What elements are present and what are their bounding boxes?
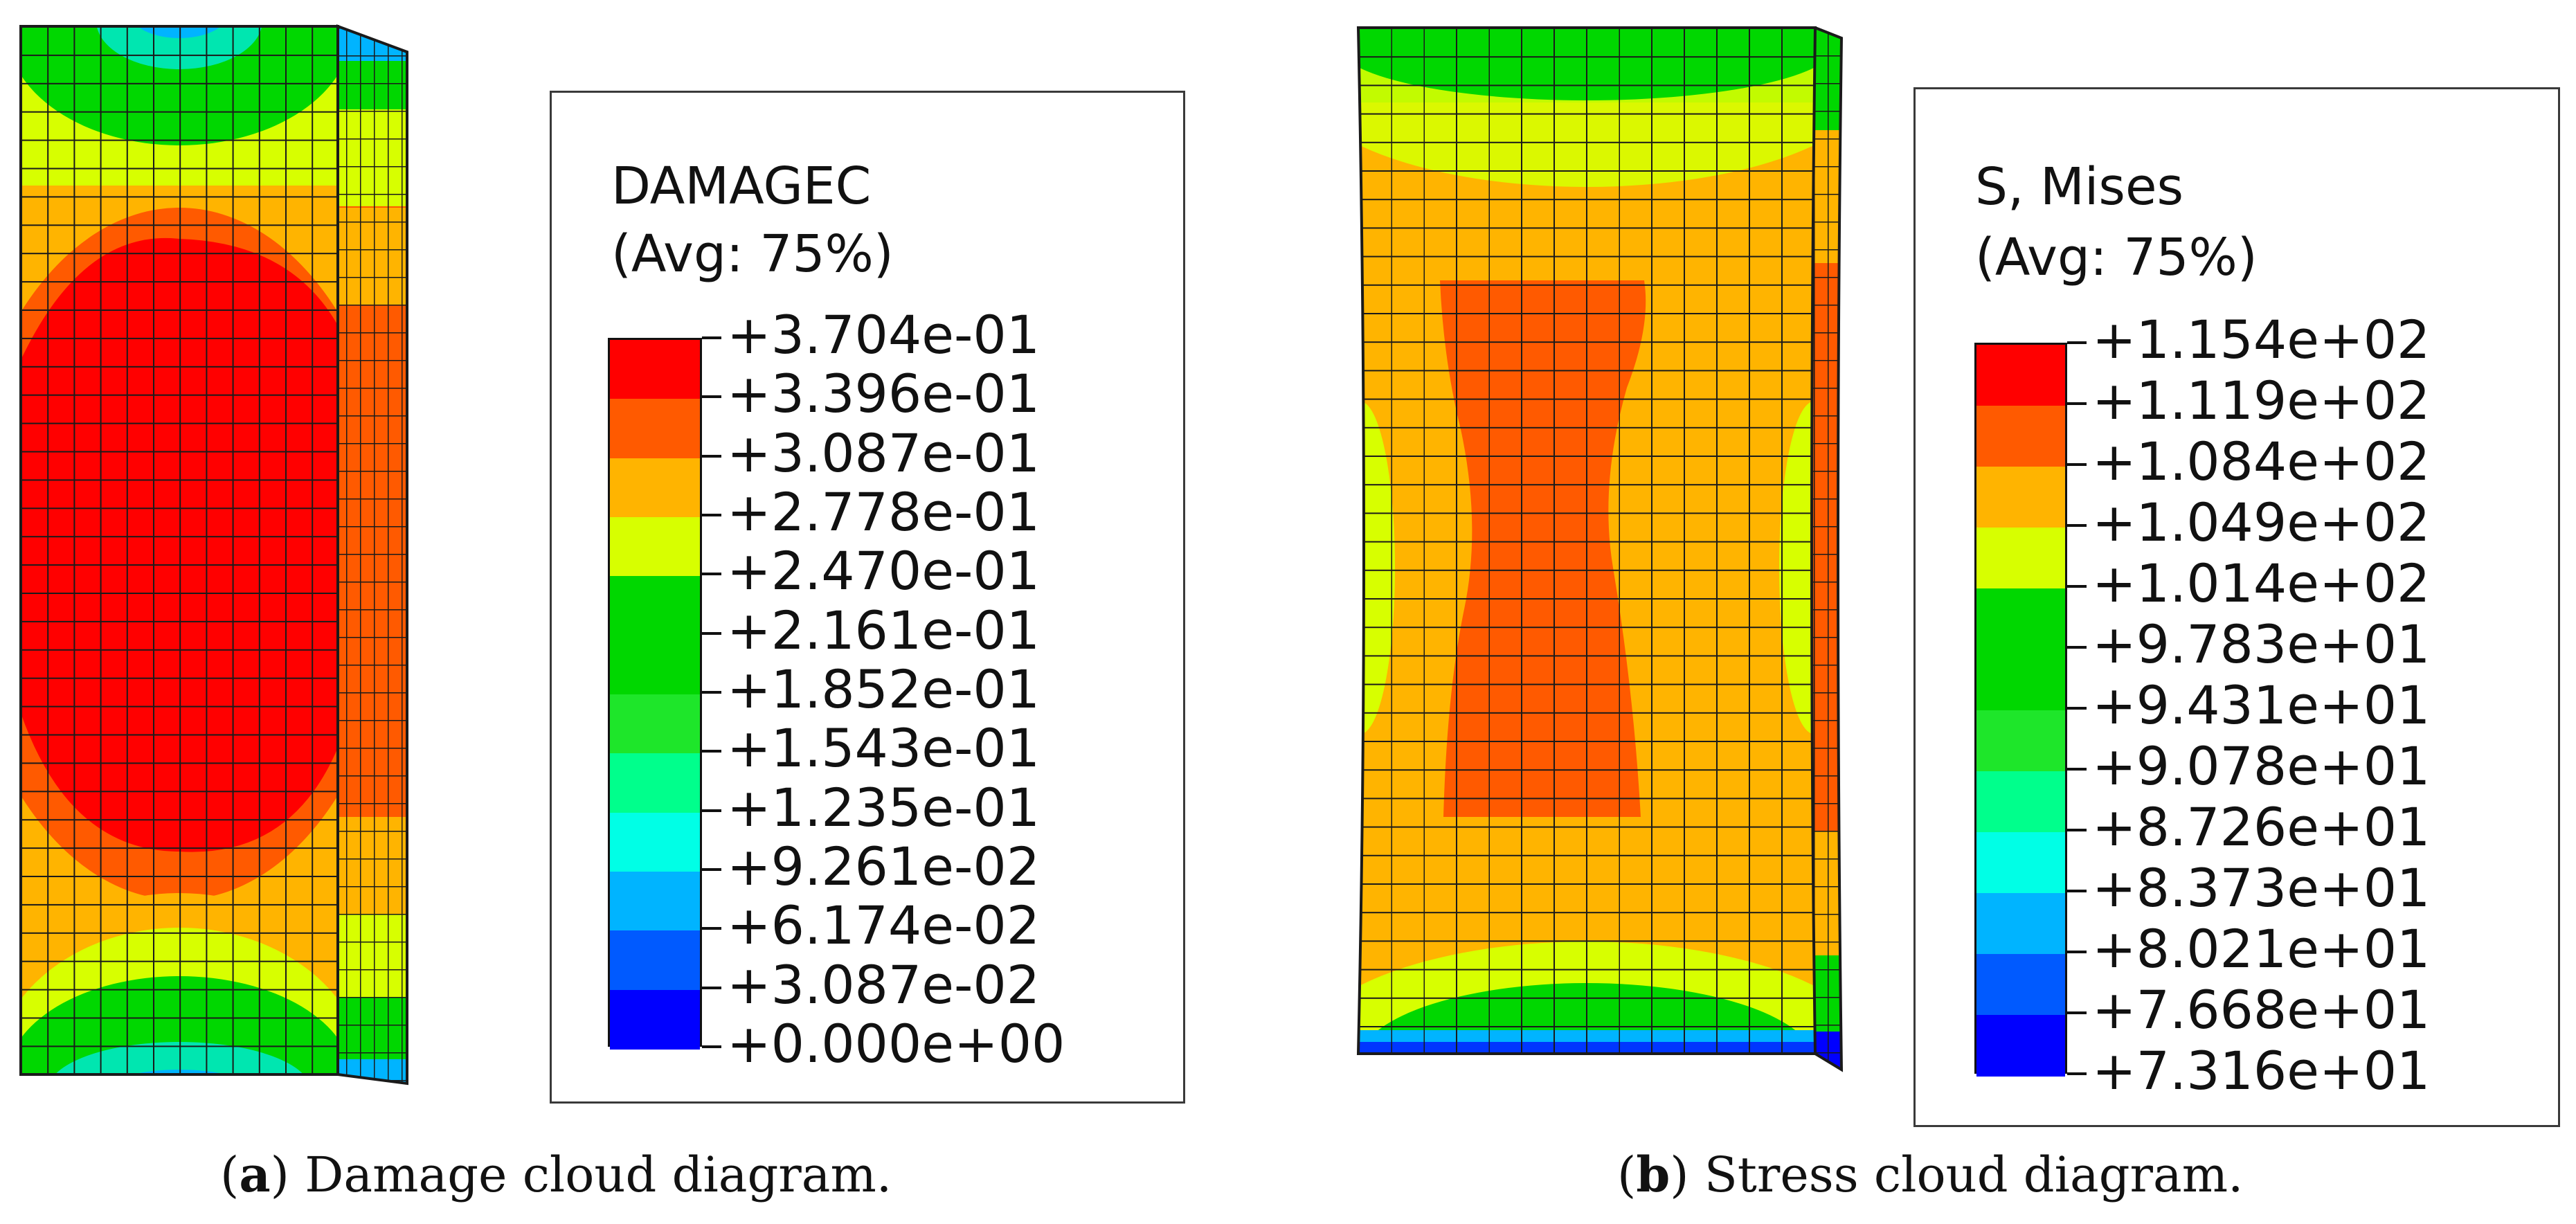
stress-column-side [1812,28,1841,1070]
caption-a-letter: a [239,1146,271,1203]
damage-legend-value: +1.235e-01 [727,776,1041,838]
damage-legend-tick [702,691,721,694]
caption-b: (b) Stress cloud diagram. [1617,1146,2244,1203]
damage-legend-value: +0.000e+00 [727,1013,1065,1074]
stress-legend-tick [2067,341,2087,344]
damage-legend-band [610,517,700,577]
caption-b-text: Stress cloud diagram. [1688,1146,2244,1203]
damage-legend-tick [702,986,721,989]
damage-legend-band [610,812,700,872]
stress-legend-band [1976,467,2065,528]
stress-legend-band [1976,528,2065,589]
damage-legend-tick [702,395,721,399]
stress-legend-band [1976,588,2065,650]
stress-legend-tick [2067,402,2087,405]
damage-legend-tick [702,336,721,339]
damage-legend-value: +3.396e-01 [727,363,1041,425]
stress-legend-value: +1.154e+02 [2092,309,2431,370]
damage-legend-value: +6.174e-02 [727,894,1041,957]
caption-a: (a) Damage cloud diagram. [220,1146,892,1203]
stress-legend: S, Mises (Avg: 75%) +1.154e+02 +1.119e+02… [1913,87,2560,1127]
stress-legend-tick [2067,646,2087,649]
stress-legend-band [1976,832,2065,894]
damage-legend-tick [702,454,721,458]
damage-legend-value: +3.704e-01 [727,304,1041,366]
damage-legend-tick [702,868,721,871]
stress-legend-value: +1.049e+02 [2092,492,2431,553]
damage-legend-tick [702,927,721,930]
stress-legend-tick [2067,829,2087,831]
damage-legend-band [610,399,700,459]
damage-legend-band [610,872,700,932]
stress-legend-band [1976,771,2065,833]
stress-legend-tick [2067,524,2087,527]
stress-legend-tick [2067,890,2087,892]
stress-legend-value: +1.014e+02 [2092,552,2431,614]
damage-legend-subtitle: (Avg: 75%) [611,224,894,284]
damage-legend-band [610,694,700,755]
damage-legend-value: +2.161e-01 [727,599,1041,661]
damage-legend-tick [702,514,721,516]
damage-legend-band [610,635,700,695]
damage-column-front [21,26,338,1074]
stress-legend-band [1976,345,2065,406]
damage-legend-tick [702,809,721,812]
damage-column-side [338,26,407,1083]
damage-legend-tick [702,573,721,576]
stress-legend-value: +8.021e+01 [2092,918,2431,980]
damage-column [19,24,408,1086]
damage-legend-value: +1.543e-01 [727,717,1041,780]
stress-legend-band [1976,1015,2065,1077]
stress-legend-tick [2067,951,2087,953]
damage-legend-value: +9.261e-02 [727,836,1041,897]
stress-legend-tick [2067,463,2087,466]
caption-b-letter: b [1636,1146,1670,1203]
damage-legend-band [610,753,700,813]
damage-legend-band [610,458,700,518]
damage-legend-band [610,989,700,1050]
damage-legend-band [610,340,700,400]
damage-legend-tick [702,631,721,635]
stress-legend-band [1976,649,2065,711]
stress-column [1356,26,1844,1072]
stress-legend-tick [2067,707,2087,710]
stress-legend-band [1976,954,2065,1016]
stress-legend-value: +7.316e+01 [2092,1040,2431,1101]
stress-legend-band [1976,406,2065,467]
damage-legend-band [610,576,700,636]
damage-legend: DAMAGEC (Avg: 75%) +3.704e-01 +3.396e-01 +… [550,91,1185,1104]
stress-legend-title: S, Mises [1975,157,2184,217]
damage-legend-value: +1.852e-01 [727,658,1041,720]
damage-legend-value: +3.087e-01 [727,422,1041,484]
damage-legend-band [610,930,700,991]
stress-legend-tick [2067,1072,2087,1075]
stress-legend-subtitle: (Avg: 75%) [1975,228,2258,287]
damage-legend-tick [702,750,721,753]
stress-legend-band [1976,893,2065,955]
stress-legend-value: +8.373e+01 [2092,857,2431,919]
stress-legend-value: +1.084e+02 [2092,431,2431,492]
caption-a-text: Damage cloud diagram. [289,1146,892,1203]
stress-legend-value: +9.431e+01 [2092,674,2431,736]
damage-legend-value: +3.087e-02 [727,953,1041,1016]
stress-legend-tick [2067,768,2087,771]
damage-legend-value: +2.470e-01 [727,540,1041,602]
stress-column-front [1358,28,1815,1054]
damage-color-bar [608,338,702,1050]
stress-legend-value: +1.119e+02 [2092,370,2431,431]
stress-color-bar [1974,343,2067,1077]
stress-legend-tick [2067,1011,2087,1014]
damage-legend-tick [702,1045,721,1048]
stress-legend-tick [2067,585,2087,588]
stress-legend-value: +8.726e+01 [2092,796,2431,858]
stress-legend-band [1976,710,2065,772]
stress-legend-value: +7.668e+01 [2092,979,2431,1041]
damage-legend-title: DAMAGEC [611,156,872,216]
damage-legend-value: +2.778e-01 [727,481,1041,543]
stress-legend-value: +9.078e+01 [2092,735,2431,797]
stress-legend-value: +9.783e+01 [2092,613,2431,675]
